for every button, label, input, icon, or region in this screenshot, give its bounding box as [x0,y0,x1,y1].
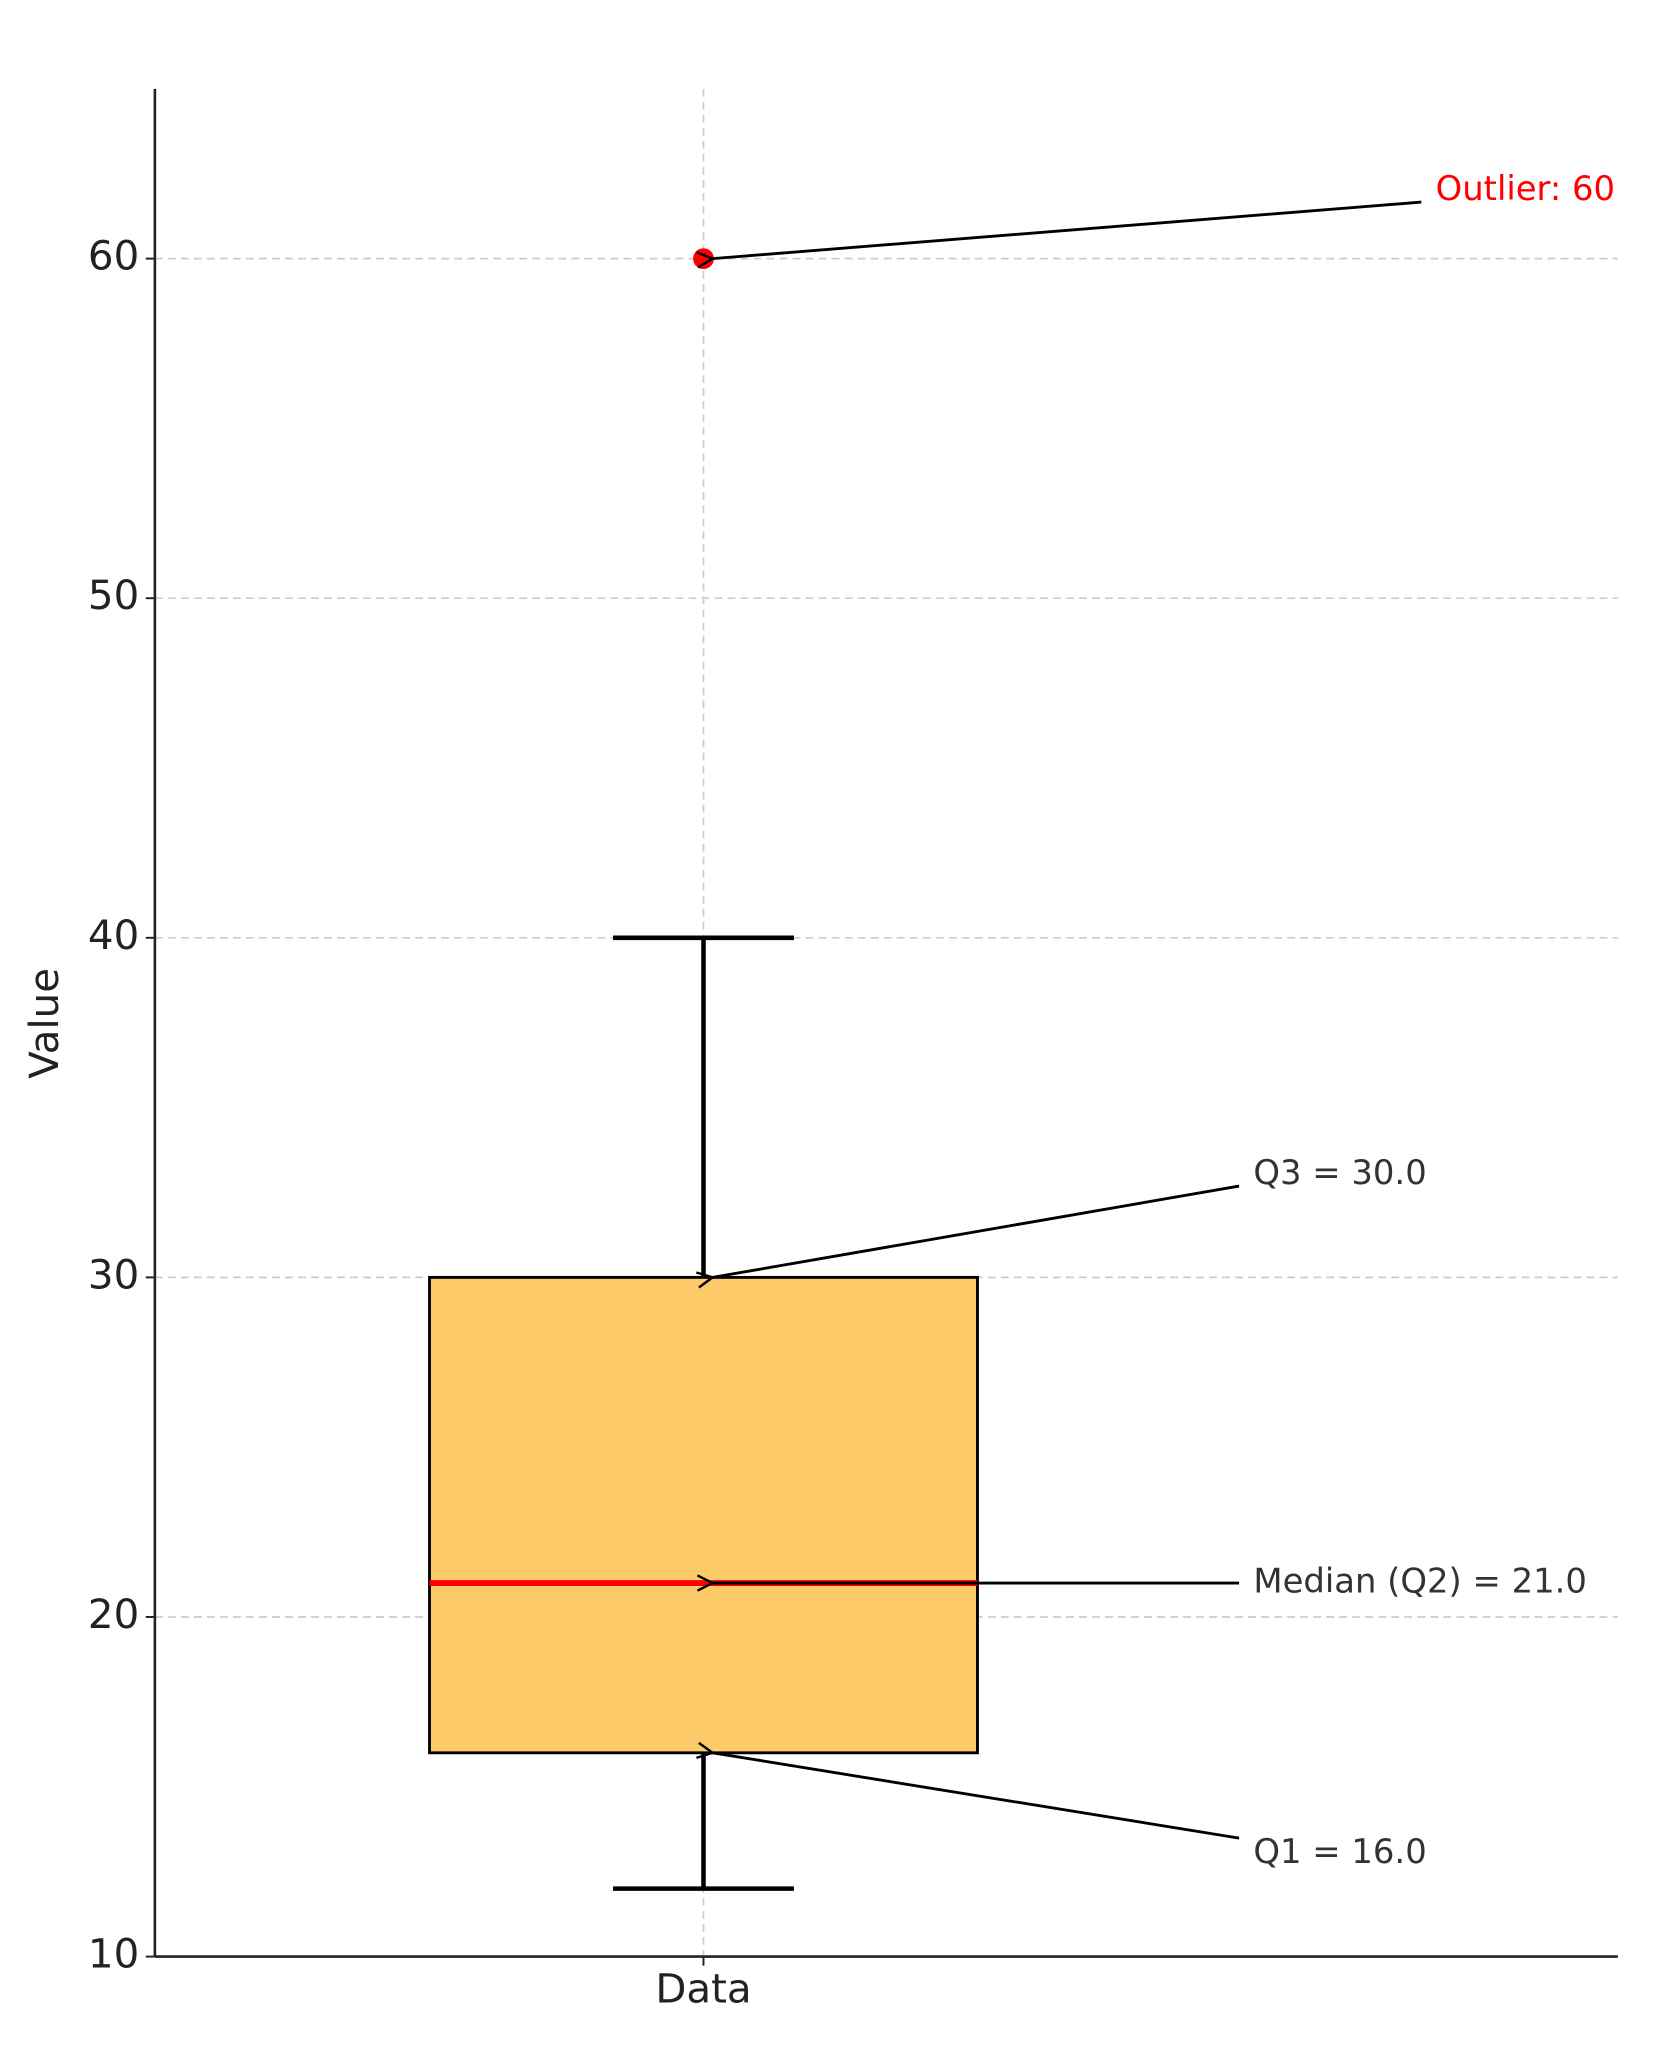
y-tick-label: 20 [88,1591,139,1638]
annotation: Q1 = 16.0 [1253,1832,1426,1871]
box [428,1275,979,1755]
x-tick-label: Data [655,1966,751,2013]
y-tick-label: 60 [88,233,139,280]
y-tick-label: 50 [88,572,139,619]
y-axis-label: Value [21,968,68,1079]
annotation: Median (Q2) = 21.0 [1253,1562,1587,1601]
annotation-arrow [713,1184,1240,1277]
annotation-arrow [713,1753,1240,1840]
annotation: Q3 = 30.0 [1253,1153,1426,1192]
y-tick-label: 40 [88,912,139,959]
annotation-arrow [713,200,1422,259]
annotation: Outlier: 60 [1436,169,1615,208]
outlier [693,248,714,270]
y-tick-label: 30 [88,1251,139,1298]
y-tick-label: 10 [88,1931,139,1978]
